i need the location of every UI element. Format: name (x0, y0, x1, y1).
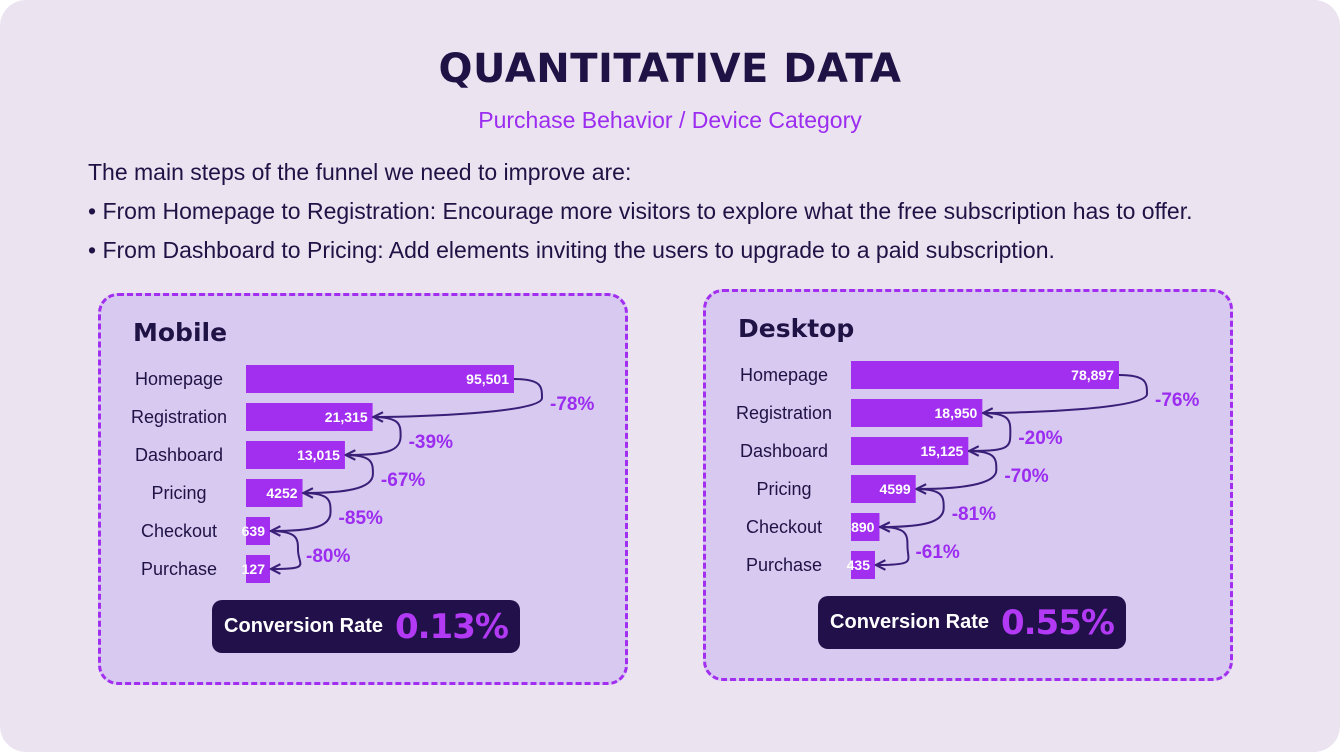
funnel-bar (246, 479, 303, 507)
drop-percentage-label: -80% (306, 546, 350, 567)
drop-percentage-label: -76% (1155, 390, 1199, 411)
funnel-bar (246, 365, 514, 393)
step-label: Pricing (151, 483, 206, 503)
panel-title: Desktop (738, 314, 855, 343)
bar-value-label: 127 (242, 561, 266, 577)
intro-bullet: • From Homepage to Registration: Encoura… (88, 198, 1193, 224)
panel-title: Mobile (133, 318, 228, 347)
drop-arrow (375, 378, 544, 417)
step-label: Homepage (135, 369, 223, 389)
drop-arrow (881, 488, 945, 527)
funnel-bar (851, 513, 880, 541)
mobile-funnel-panel: Mobile Homepage 95,501 Registration 21,315 D… (98, 293, 628, 685)
drop-percentage-label: -81% (952, 504, 996, 525)
conversion-rate-value: 0.55% (1000, 602, 1115, 643)
funnel-bar (851, 361, 1119, 389)
conversion-rate-box: Conversion Rate 0.13% (212, 600, 520, 653)
funnel-bar (851, 399, 983, 427)
desktop-funnel-panel: Desktop Homepage 78,897 Registration 18,950… (703, 289, 1233, 681)
drop-percentage-label: -85% (339, 508, 383, 529)
page-title: QUANTITATIVE DATA (438, 46, 902, 92)
drop-percentage-label: -70% (1004, 466, 1048, 487)
desktop-funnel-chart: Homepage 78,897 Registration 18,950 Dashboar… (736, 361, 1199, 579)
mobile-funnel-chart: Homepage 95,501 Registration 21,315 Dashboar… (131, 365, 594, 583)
bar-value-label: 95,501 (466, 371, 509, 387)
step-label: Checkout (746, 517, 822, 537)
intro-text: The main steps of the funnel we need to … (88, 153, 1193, 270)
drop-percentage-label: -67% (381, 470, 425, 491)
step-label: Dashboard (740, 441, 828, 461)
drop-percentage-label: -78% (550, 394, 594, 415)
funnel-bar (851, 475, 916, 503)
drop-percentage-label: -39% (409, 432, 453, 453)
step-label: Checkout (141, 521, 217, 541)
drop-arrow (272, 492, 332, 531)
bar-value-label: 21,315 (325, 409, 368, 425)
conversion-rate-value: 0.13% (394, 606, 509, 647)
intro-bullet: • From Dashboard to Pricing: Add element… (88, 237, 1055, 263)
drop-arrow (347, 416, 402, 455)
funnel-bar (851, 437, 969, 465)
bar-value-label: 13,015 (297, 447, 340, 463)
drop-arrow (270, 530, 302, 569)
bar-value-label: 639 (242, 523, 266, 539)
conversion-rate-label: Conversion Rate (224, 615, 383, 637)
step-label: Dashboard (135, 445, 223, 465)
drop-arrow (970, 412, 1012, 451)
bar-value-label: 4252 (266, 485, 297, 501)
bar-value-label: 15,125 (921, 443, 964, 459)
step-label: Pricing (756, 479, 811, 499)
bar-value-label: 18,950 (935, 405, 978, 421)
drop-arrow (918, 450, 998, 489)
drop-arrow (984, 374, 1149, 413)
bar-value-label: 890 (851, 519, 875, 535)
bar-value-label: 78,897 (1071, 367, 1114, 383)
funnel-bar (246, 403, 373, 431)
bar-value-label: 4599 (880, 481, 911, 497)
drop-percentage-label: -61% (915, 542, 959, 563)
step-label: Purchase (141, 559, 217, 579)
page-subtitle: Purchase Behavior / Device Category (478, 107, 862, 133)
funnel-bar (246, 517, 270, 545)
conversion-rate-box: Conversion Rate 0.55% (818, 596, 1126, 649)
drop-arrow (305, 454, 374, 493)
conversion-rate-label: Conversion Rate (830, 611, 989, 633)
drop-percentage-label: -20% (1018, 428, 1062, 449)
step-label: Registration (131, 407, 227, 427)
funnel-bar (851, 551, 875, 579)
step-label: Registration (736, 403, 832, 423)
intro-line: The main steps of the funnel we need to … (88, 159, 632, 185)
drop-arrow (877, 526, 910, 565)
step-label: Purchase (746, 555, 822, 575)
step-label: Homepage (740, 365, 828, 385)
funnel-bar (246, 555, 270, 583)
bar-value-label: 435 (847, 557, 871, 573)
funnel-bar (246, 441, 345, 469)
